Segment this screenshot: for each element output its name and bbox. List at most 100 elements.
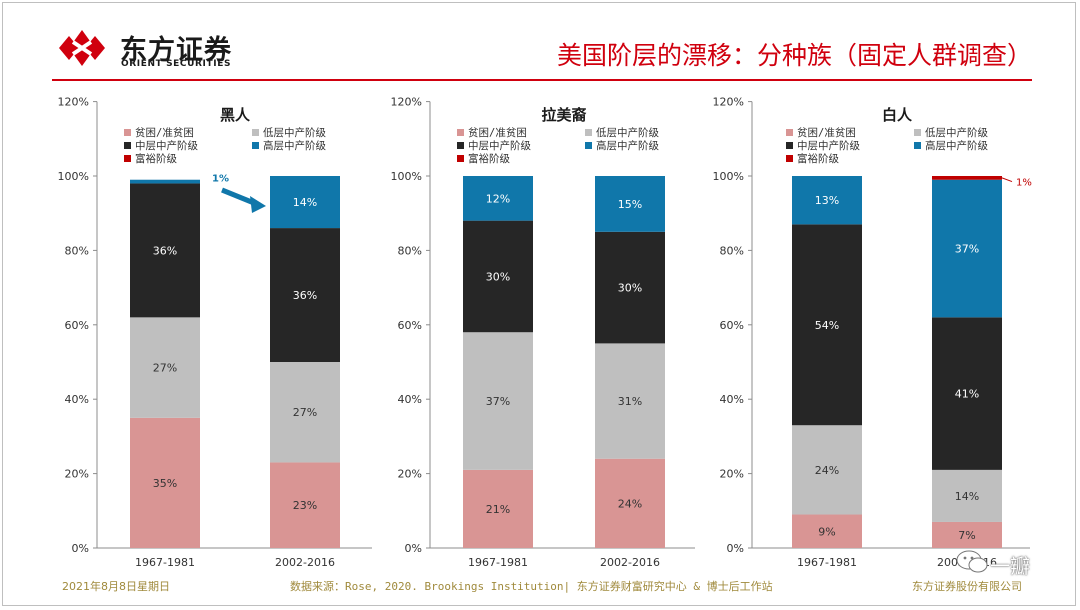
bar-segment	[270, 362, 340, 463]
legend-label: 贫困/准贫困	[797, 126, 856, 139]
legend-swatch	[786, 142, 793, 149]
data-label: 35%	[153, 477, 177, 490]
x-tick-label: 2002-2016	[600, 556, 660, 569]
bar-segment	[932, 521, 1002, 548]
watermark: 一瓣	[955, 548, 1055, 578]
y-tick-label: 20%	[398, 468, 422, 481]
legend-swatch	[124, 155, 131, 162]
y-tick-label: 60%	[398, 319, 422, 332]
legend-label: 低层中产阶级	[925, 126, 988, 139]
arrow-shaft	[221, 187, 255, 206]
data-label: 21%	[486, 503, 510, 516]
legend-swatch	[786, 155, 793, 162]
company-logo: 东方证券 ORIENT SECURITIES	[55, 28, 255, 72]
bar-segment	[792, 176, 862, 225]
data-label: 37%	[486, 395, 510, 408]
legend-label: 富裕阶级	[468, 152, 510, 165]
y-tick-label: 80%	[720, 244, 744, 257]
legend-swatch	[457, 129, 464, 136]
bar-segment	[792, 514, 862, 548]
y-tick-label: 120%	[58, 96, 89, 109]
legend-label: 贫困/准贫困	[135, 126, 194, 139]
bar-segment	[130, 179, 200, 184]
bar-segment	[270, 462, 340, 548]
y-tick-label: 100%	[713, 170, 744, 183]
legend-swatch	[914, 129, 921, 136]
bar-segment	[463, 220, 533, 333]
y-tick-label: 0%	[405, 542, 422, 555]
data-label: 14%	[293, 196, 317, 209]
arrow-head-icon	[250, 196, 266, 213]
legend-swatch	[252, 142, 259, 149]
data-label: 36%	[153, 244, 177, 257]
data-label: 12%	[486, 192, 510, 205]
data-label: 27%	[153, 362, 177, 375]
annotation-label: 1%	[212, 174, 229, 185]
y-tick-label: 80%	[398, 244, 422, 257]
y-tick-label: 100%	[58, 170, 89, 183]
bar-segment	[595, 343, 665, 459]
data-label: 13%	[815, 194, 839, 207]
bar-segment	[130, 183, 200, 318]
data-label: 31%	[618, 395, 642, 408]
x-tick-label: 2002-2016	[275, 556, 335, 569]
bar-segment	[932, 179, 1002, 318]
data-label: 15%	[618, 198, 642, 211]
y-tick-label: 120%	[713, 96, 744, 109]
bar-segment	[595, 176, 665, 232]
bar-segment	[130, 417, 200, 548]
annotation-label: 1%	[1016, 178, 1032, 189]
title-underline	[52, 79, 1032, 81]
y-tick-label: 60%	[720, 319, 744, 332]
footer-company: 东方证券股份有限公司	[912, 580, 1022, 593]
data-label: 36%	[293, 289, 317, 302]
y-tick-label: 0%	[727, 542, 744, 555]
legend-swatch	[457, 155, 464, 162]
logo-english-text: ORIENT SECURITIES	[121, 59, 232, 69]
bar-segment	[463, 469, 533, 548]
data-label: 24%	[815, 464, 839, 477]
data-label: 37%	[955, 243, 979, 256]
footer-source: 数据来源：Rose, 2020. Brookings Institution| …	[290, 580, 773, 593]
data-label: 14%	[955, 490, 979, 503]
bar-segment	[595, 231, 665, 344]
y-tick-label: 0%	[72, 542, 89, 555]
bar-segment	[463, 332, 533, 470]
chart-title: 黑人	[220, 106, 251, 124]
y-tick-label: 40%	[398, 393, 422, 406]
y-tick-label: 40%	[720, 393, 744, 406]
watermark-text: 一瓣	[990, 554, 1030, 578]
legend-label: 中层中产阶级	[135, 139, 198, 152]
legend-label: 高层中产阶级	[596, 139, 659, 152]
data-label: 30%	[618, 282, 642, 295]
y-tick-label: 60%	[65, 319, 89, 332]
data-label: 54%	[815, 319, 839, 332]
data-label: 41%	[955, 388, 979, 401]
legend-swatch	[124, 142, 131, 149]
data-label: 23%	[293, 499, 317, 512]
x-tick-label: 1967-1981	[797, 556, 857, 569]
bar-segment	[463, 176, 533, 221]
orient-logo-icon	[59, 30, 105, 66]
chart-title: 白人	[882, 106, 913, 124]
data-label: 30%	[486, 270, 510, 283]
bar-segment	[595, 458, 665, 548]
data-label: 27%	[293, 406, 317, 419]
y-tick-label: 20%	[65, 468, 89, 481]
data-label: 7%	[958, 529, 975, 542]
legend-swatch	[585, 142, 592, 149]
legend-label: 中层中产阶级	[468, 139, 531, 152]
legend-label: 高层中产阶级	[925, 139, 988, 152]
y-tick-label: 80%	[65, 244, 89, 257]
y-tick-label: 120%	[391, 96, 422, 109]
legend-swatch	[457, 142, 464, 149]
legend-swatch	[914, 142, 921, 149]
legend-swatch	[585, 129, 592, 136]
bar-segment	[130, 317, 200, 418]
logo-chinese-text: 东方证券	[120, 35, 232, 66]
legend-label: 低层中产阶级	[596, 126, 659, 139]
legend-swatch	[124, 129, 131, 136]
data-label: 24%	[618, 497, 642, 510]
bar-segment	[270, 228, 340, 362]
